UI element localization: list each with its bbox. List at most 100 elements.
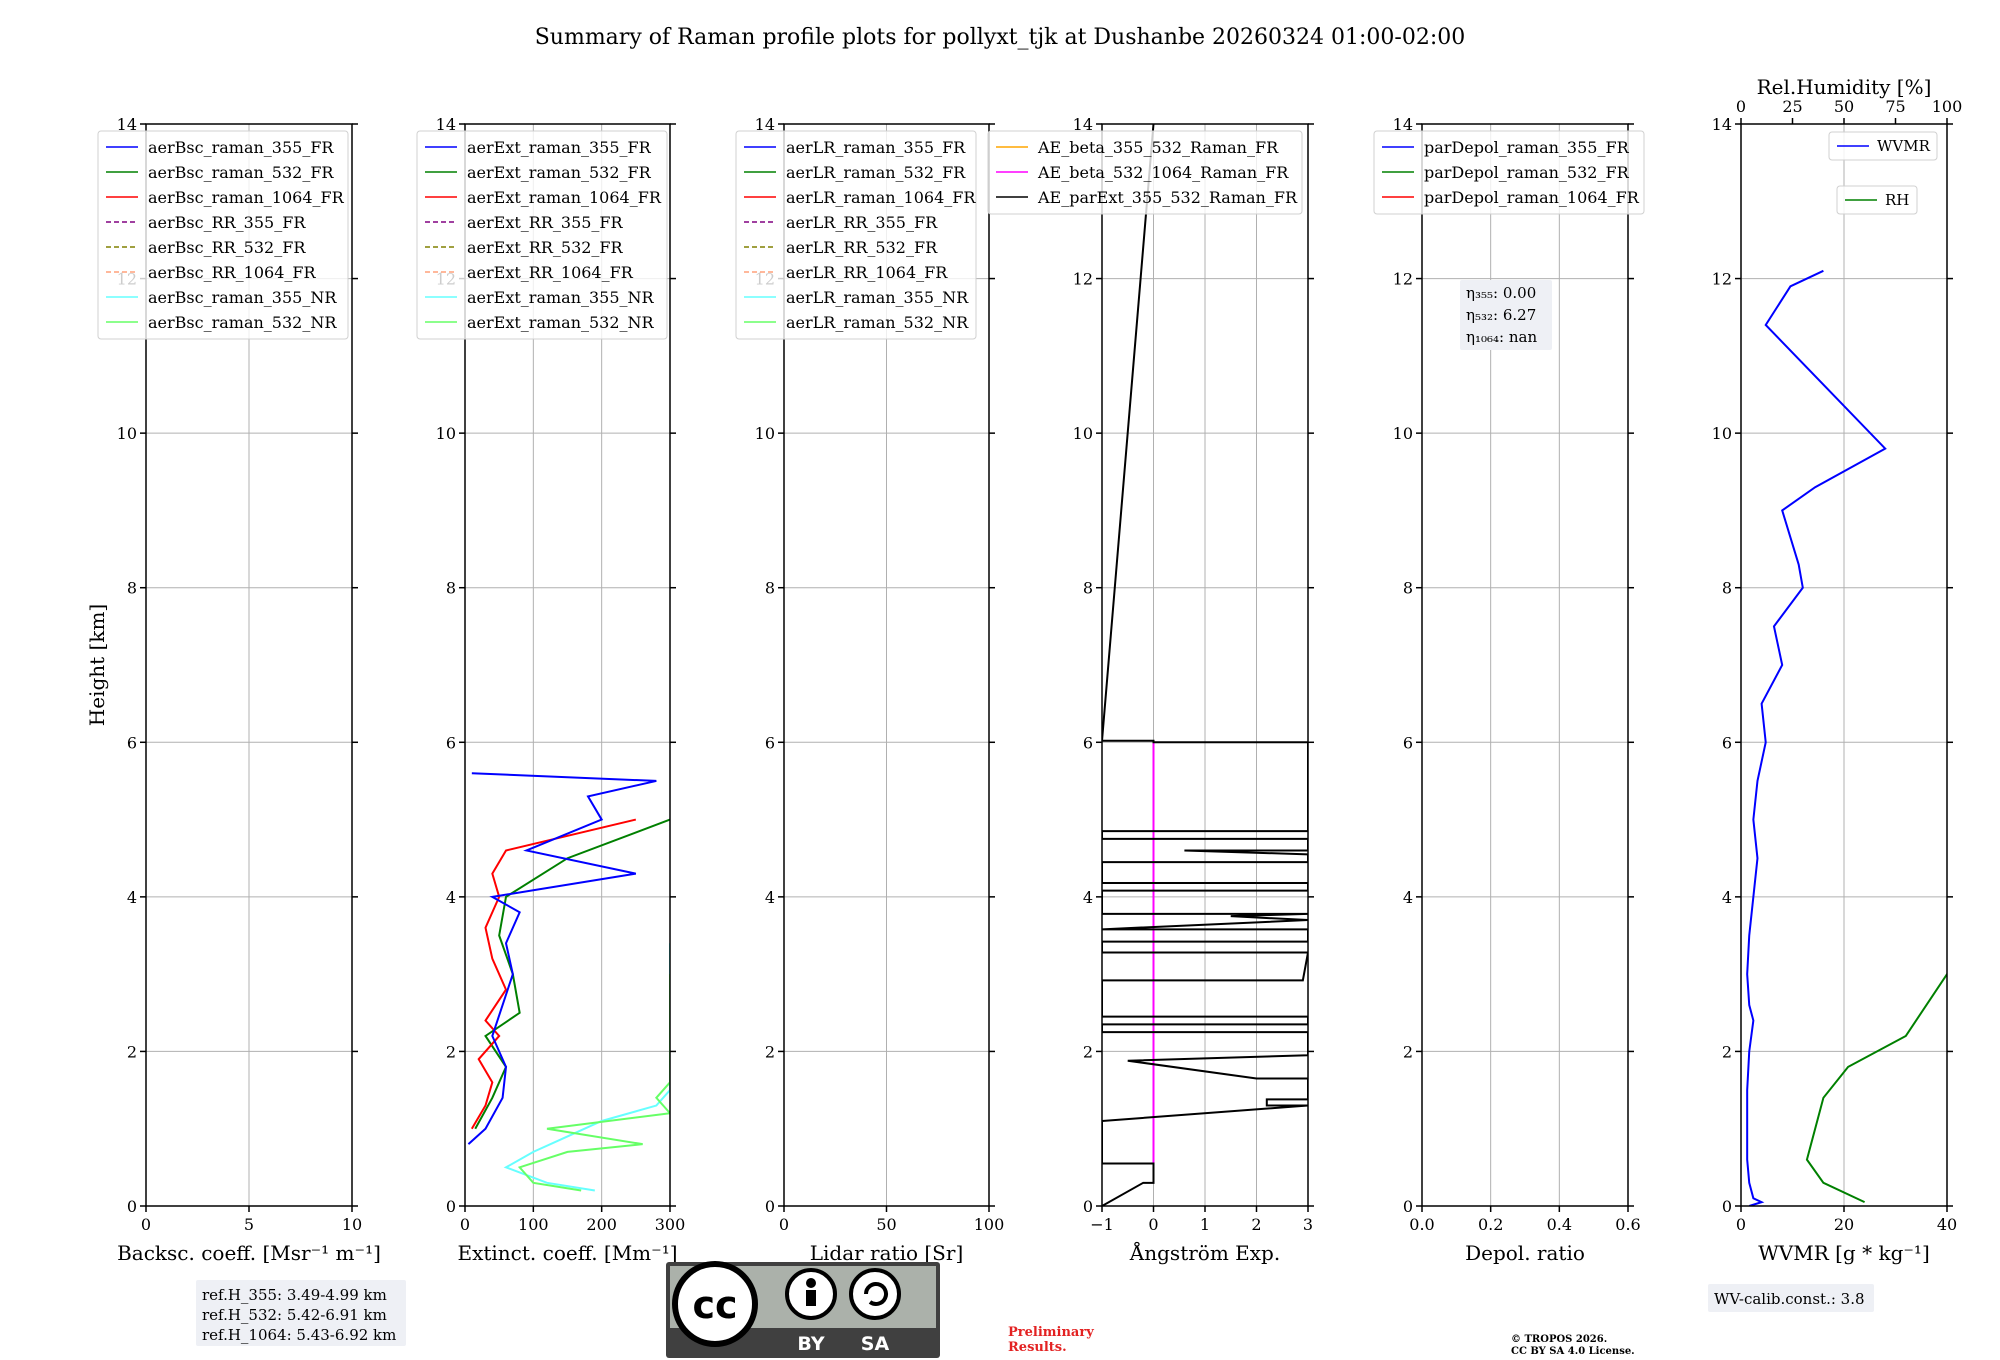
top-x-tick-label: 50	[1834, 97, 1854, 116]
axes-frame	[783, 123, 990, 1207]
x-tick-label: 200	[586, 1215, 617, 1234]
series-aerExt_raman_355_NR	[503, 943, 670, 1192]
legend-label: aerExt_raman_1064_FR	[467, 188, 662, 207]
y-tick-label: 14	[1393, 115, 1413, 134]
wv-calib-bg	[1708, 1284, 1874, 1312]
y-tick-label: 10	[117, 424, 137, 443]
y-tick-label: 2	[1722, 1042, 1732, 1061]
x-tick-label: 50	[876, 1215, 896, 1234]
y-tick-label: 14	[117, 115, 137, 134]
y-tick-label: 6	[446, 733, 456, 752]
legend-label: aerBsc_raman_355_NR	[148, 288, 337, 307]
legend-label: aerLR_RR_1064_FR	[786, 263, 948, 282]
x-tick-label: 0	[1736, 1215, 1746, 1234]
y-tick-label: 8	[1083, 579, 1093, 598]
y-tick-label: 2	[446, 1042, 456, 1061]
series-AE_parExt_355_532_Raman_FR	[1102, 124, 1308, 1206]
legend-label: aerBsc_raman_1064_FR	[148, 188, 345, 207]
legend-box	[97, 130, 349, 340]
y-tick-label: 0	[1403, 1197, 1413, 1216]
y-tick-label: 10	[1073, 424, 1093, 443]
eta-annotation-line: η₅₃₂: 6.27	[1466, 306, 1536, 324]
y-tick-label: 6	[1083, 733, 1093, 752]
eta-annotation-line: η₁₀₆₄: nan	[1466, 328, 1537, 346]
y-tick-label: 4	[1403, 888, 1413, 907]
y-tick-label: 2	[1083, 1042, 1093, 1061]
x-axis-label: Lidar ratio [Sr]	[810, 1241, 964, 1265]
y-tick-label: 4	[446, 888, 456, 907]
y-tick-label: 8	[127, 579, 137, 598]
badge-sa-label: SA	[861, 1333, 890, 1355]
series-WVMR	[1746, 269, 1887, 1206]
y-tick-label: 4	[1722, 888, 1732, 907]
x-tick-label: 20	[1834, 1215, 1854, 1234]
y-tick-label: 12	[1393, 270, 1413, 289]
legend-label: aerBsc_RR_355_FR	[148, 213, 306, 232]
y-tick-label: 10	[1712, 424, 1732, 443]
y-tick-label: 0	[1083, 1197, 1093, 1216]
legend-box	[1828, 131, 1938, 161]
preliminary-line-2: Results.	[1008, 1340, 1067, 1355]
legend-label: aerBsc_RR_1064_FR	[148, 263, 317, 282]
cc-logo-text: cc	[692, 1283, 737, 1327]
x-tick-label: −1	[1090, 1215, 1114, 1234]
series-aerExt_raman_532_NR	[517, 974, 670, 1192]
y-tick-label: 8	[765, 579, 775, 598]
legend-label: aerBsc_raman_532_NR	[148, 313, 337, 332]
x-tick-label: 10	[342, 1215, 362, 1234]
badge-by-label: BY	[797, 1333, 824, 1355]
legend-label: aerLR_raman_355_NR	[786, 288, 969, 307]
top-x-tick-label: 75	[1885, 97, 1905, 116]
panel-6: 0 20 40 0 2 4 6 8 10 12 14 WVMR [g * kg⁻¹] 0 25 50 75 10…	[1712, 75, 1963, 1265]
x-tick-label: 0.2	[1478, 1215, 1503, 1234]
x-axis-label: Ångström Exp.	[1129, 1240, 1280, 1265]
axes-frame	[145, 123, 353, 1207]
license-badge: cc BY SA	[666, 1261, 940, 1358]
y-tick-label: 12	[1712, 270, 1732, 289]
legend-box	[735, 130, 977, 340]
ref-h-532: ref.H_532: 5.42-6.91 km	[202, 1306, 387, 1324]
x-tick-label: 0.4	[1547, 1215, 1572, 1234]
y-axis-label: Height [km]	[85, 604, 109, 726]
series-RH	[1805, 973, 1947, 1204]
y-tick-label: 0	[446, 1197, 456, 1216]
x-tick-label: 100	[518, 1215, 549, 1234]
y-tick-label: 2	[765, 1042, 775, 1061]
legend-label: aerLR_raman_532_NR	[786, 313, 969, 332]
legend-label: AE_beta_355_532_Raman_FR	[1037, 138, 1279, 157]
legend-box	[416, 130, 668, 340]
x-tick-label: 0.0	[1409, 1215, 1434, 1234]
legend-box	[987, 130, 1303, 215]
panel-2: 010020030002468101214Extinct. coeff. [Mm…	[416, 115, 686, 1265]
panel-1: 051002468101214Backsc. coeff. [Msr⁻¹ m⁻¹…	[85, 115, 381, 1265]
y-tick-label: 0	[1722, 1197, 1732, 1216]
legend-label: aerExt_raman_355_NR	[467, 288, 655, 307]
x-tick-label: 5	[244, 1215, 254, 1234]
copyright-line-2: CC BY SA 4.0 License.	[1511, 1346, 1635, 1357]
legend-label: aerExt_RR_1064_FR	[467, 263, 634, 282]
preliminary-line-1: Preliminary	[1008, 1325, 1094, 1340]
legend-label: aerExt_raman_355_FR	[467, 138, 652, 157]
legend-label: parDepol_raman_532_FR	[1424, 163, 1630, 182]
y-tick-label: 6	[1403, 733, 1413, 752]
panel-5: 0.0 0.2 0.4 0.6 0 2 4 6 8 10 12 14 Depol. ratio parDe…	[1373, 115, 1645, 1265]
legend-label: aerExt_RR_532_FR	[467, 238, 624, 257]
ref-heights-box: ref.H_355: 3.49-4.99 km ref.H_532: 5.42-…	[196, 1280, 406, 1346]
eta-annotation-line: η₃₅₅: 0.00	[1466, 284, 1536, 302]
legend-label: RH	[1885, 191, 1909, 209]
by-person-head	[806, 1278, 816, 1288]
legend-label: aerBsc_raman_532_FR	[148, 163, 334, 182]
y-tick-label: 14	[436, 115, 456, 134]
x-tick-label: 300	[655, 1215, 686, 1234]
y-tick-label: 0	[765, 1197, 775, 1216]
ref-heights-bg	[196, 1280, 406, 1346]
y-tick-label: 2	[127, 1042, 137, 1061]
figure-title: Summary of Raman profile plots for polly…	[535, 25, 1466, 50]
y-tick-label: 6	[765, 733, 775, 752]
legend-label: parDepol_raman_355_FR	[1424, 138, 1630, 157]
x-tick-label: 0	[460, 1215, 470, 1234]
x-tick-label: 0	[141, 1215, 151, 1234]
legend-label: AE_beta_532_1064_Raman_FR	[1037, 163, 1289, 182]
legend-label: aerExt_RR_355_FR	[467, 213, 624, 232]
